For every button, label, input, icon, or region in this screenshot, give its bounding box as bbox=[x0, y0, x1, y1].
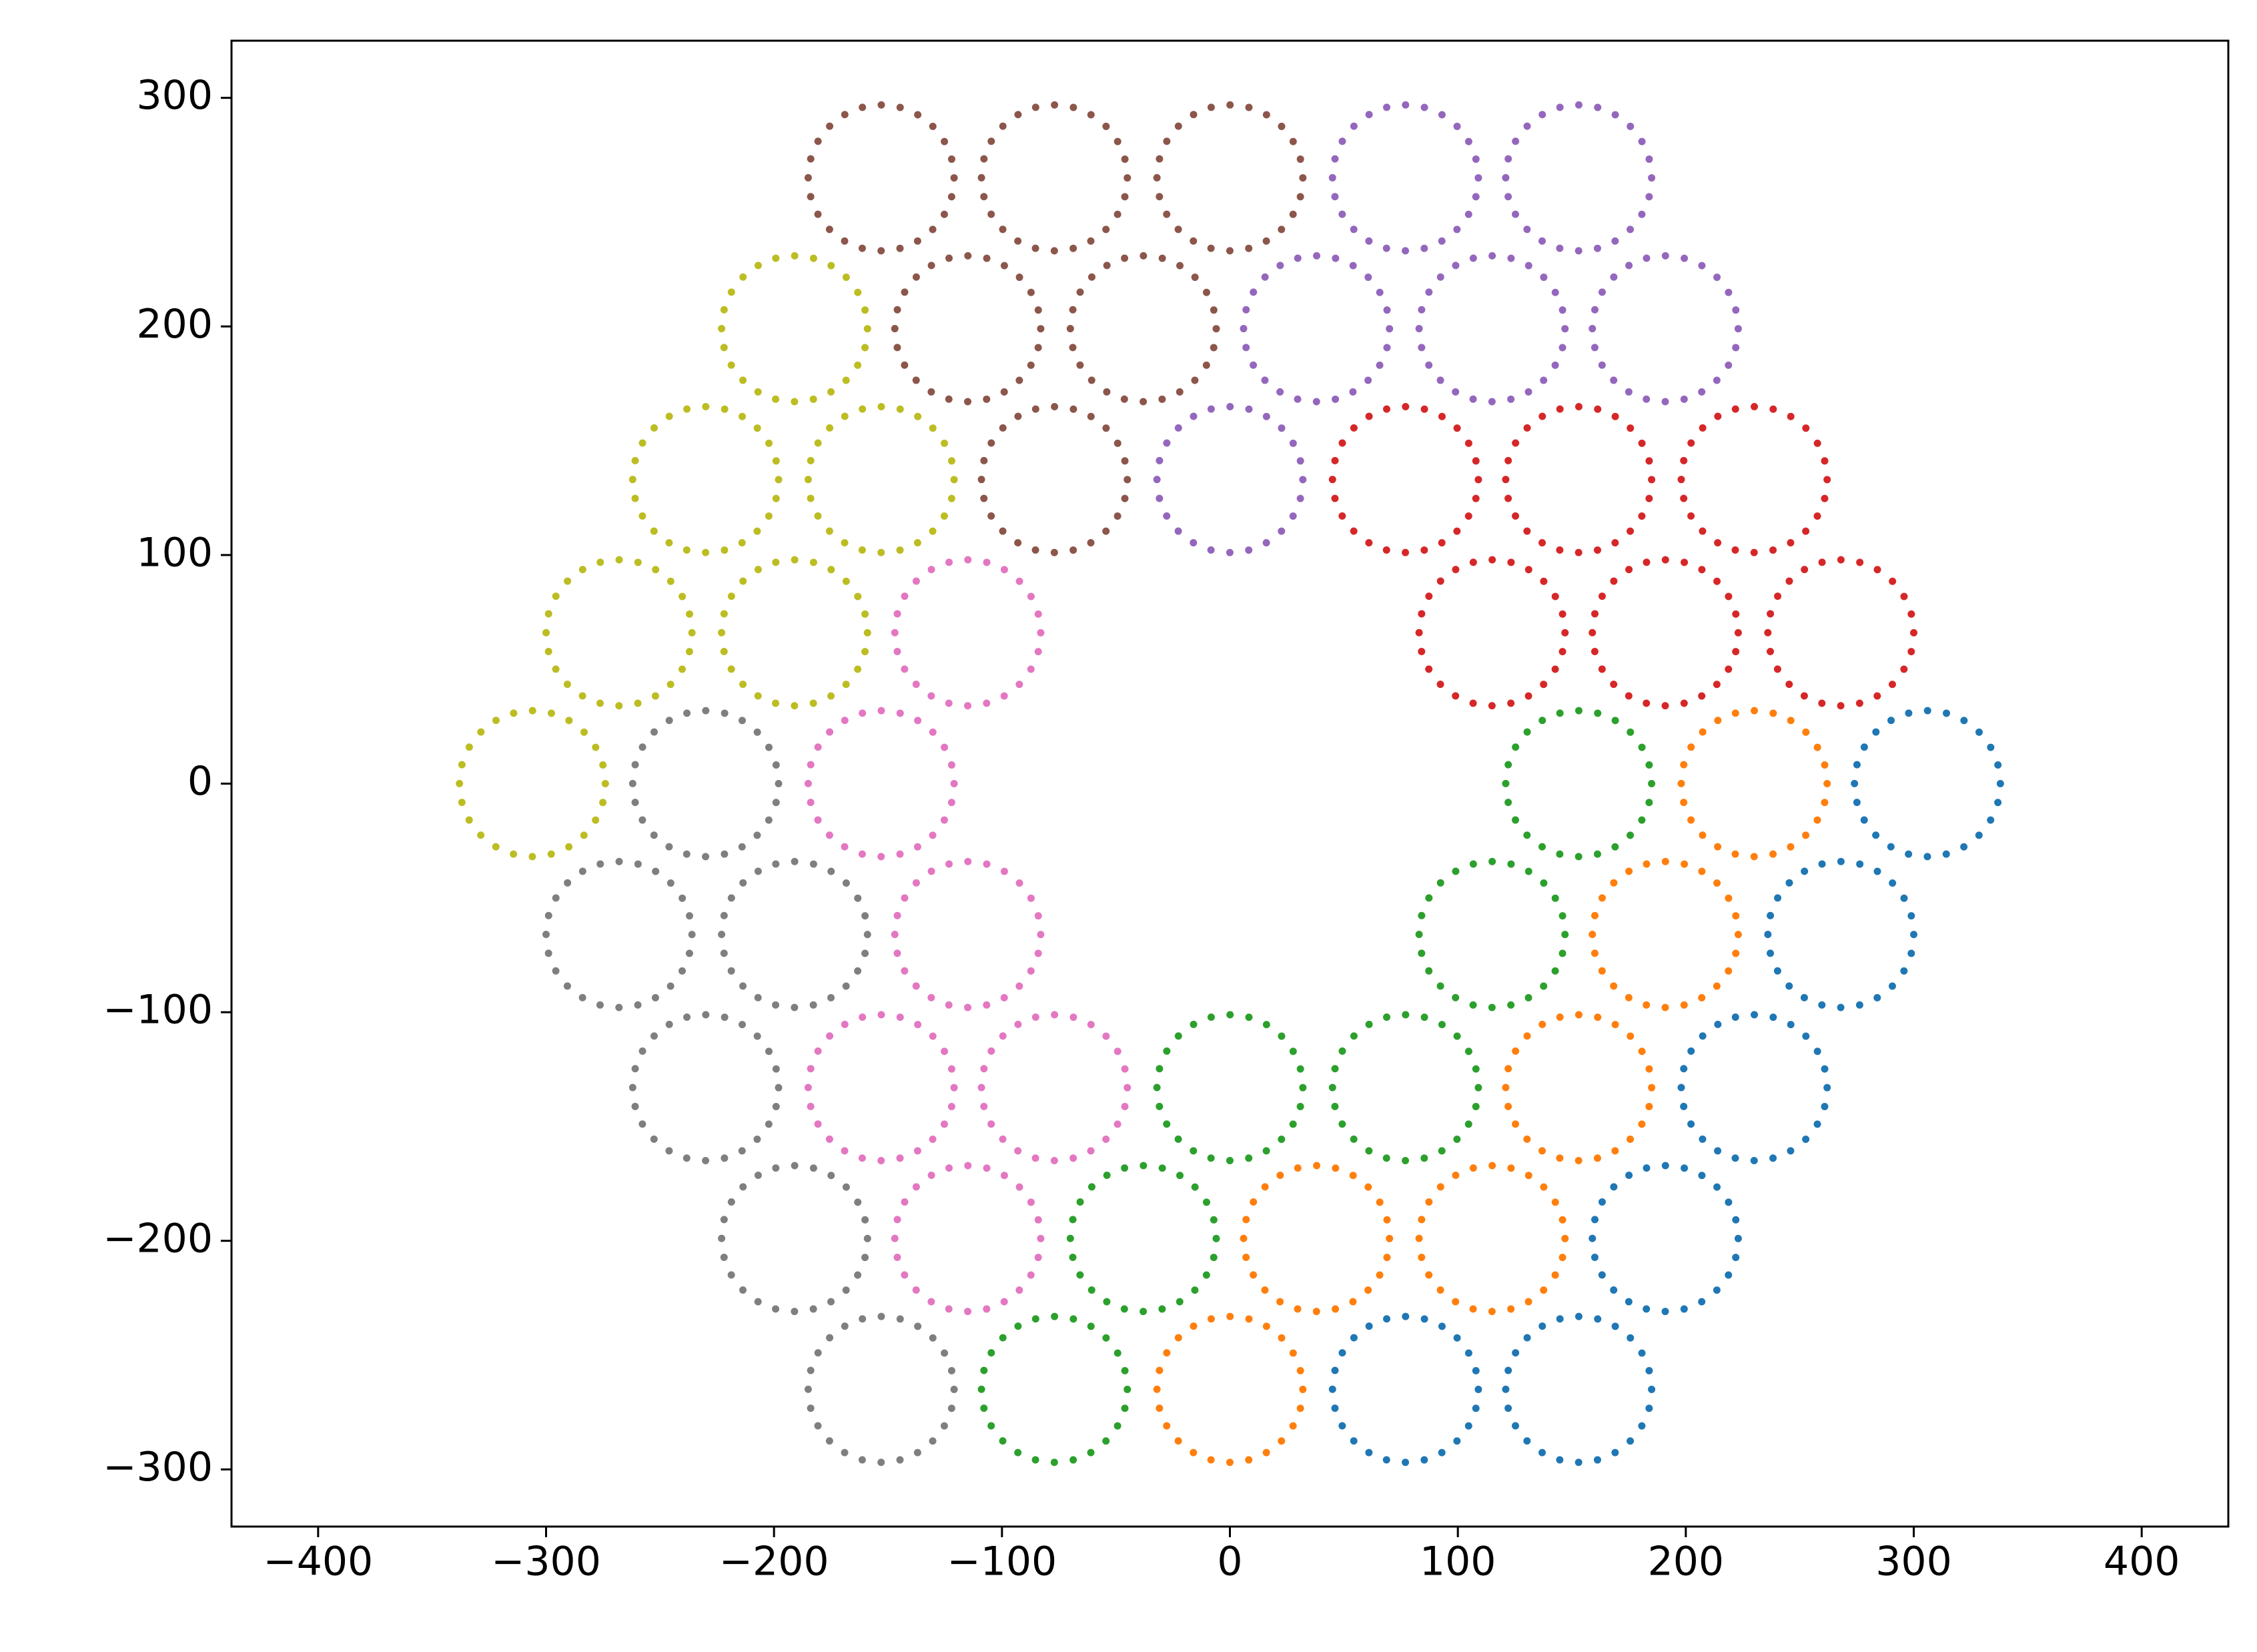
dotted-circle bbox=[1502, 1011, 1656, 1165]
dotted-circle bbox=[1328, 101, 1482, 255]
dotted-circle bbox=[891, 857, 1045, 1011]
dotted-circle bbox=[1502, 707, 1656, 861]
dotted-circle bbox=[1764, 857, 1918, 1011]
dotted-circle bbox=[628, 402, 783, 556]
dotted-circle bbox=[891, 556, 1045, 710]
dotted-circle bbox=[628, 707, 783, 861]
dotted-circle bbox=[1677, 707, 1831, 861]
dotted-circle bbox=[804, 402, 958, 556]
plot-frame bbox=[230, 39, 2230, 1528]
dotted-circle bbox=[891, 1162, 1045, 1316]
dotted-circle bbox=[1066, 252, 1220, 406]
y-tick-label: 200 bbox=[136, 301, 213, 348]
y-tick-label: 100 bbox=[136, 529, 213, 576]
dotted-circle bbox=[1589, 857, 1742, 1011]
dotted-circle bbox=[1677, 1011, 1831, 1165]
dotted-circle bbox=[1589, 252, 1742, 406]
dotted-circle bbox=[1240, 252, 1394, 406]
x-tick-label: 200 bbox=[1648, 1539, 1725, 1585]
dotted-circle bbox=[1415, 857, 1569, 1011]
dotted-circle bbox=[804, 707, 958, 861]
dotted-circle bbox=[1066, 1162, 1220, 1316]
dotted-circle bbox=[804, 1312, 958, 1467]
dotted-circle bbox=[977, 402, 1132, 556]
dotted-circle bbox=[456, 707, 609, 861]
dotted-circle bbox=[1764, 556, 1918, 710]
y-tick-label: 300 bbox=[136, 72, 213, 119]
dotted-circle bbox=[1589, 1162, 1742, 1316]
dotted-circle bbox=[542, 556, 696, 710]
dotted-circle bbox=[977, 1312, 1132, 1467]
x-tick-label: −300 bbox=[491, 1539, 601, 1585]
x-tick-label: −200 bbox=[719, 1539, 829, 1585]
dotted-circle bbox=[1328, 1011, 1482, 1165]
dotted-circle bbox=[1502, 1312, 1656, 1467]
dotted-circle bbox=[718, 857, 871, 1011]
dotted-circle bbox=[1502, 402, 1656, 556]
dotted-circle bbox=[1153, 1011, 1307, 1165]
x-tick-label: 300 bbox=[1875, 1539, 1952, 1585]
x-tick-label: 400 bbox=[2104, 1539, 2180, 1585]
dotted-circle bbox=[1589, 556, 1742, 710]
dotted-circle bbox=[1153, 101, 1307, 255]
dotted-circle bbox=[804, 1011, 958, 1165]
dotted-circle bbox=[718, 1162, 871, 1316]
dotted-circle bbox=[1240, 1162, 1394, 1316]
dotted-circle bbox=[1153, 402, 1307, 556]
x-tick-label: −100 bbox=[947, 1539, 1057, 1585]
dotted-circle bbox=[1677, 402, 1831, 556]
dotted-circle bbox=[718, 252, 871, 406]
dotted-circle bbox=[1153, 1312, 1307, 1467]
x-tick-label: −400 bbox=[263, 1539, 373, 1585]
dotted-circle bbox=[718, 556, 871, 710]
dotted-circle bbox=[542, 857, 696, 1011]
dotted-circle bbox=[804, 101, 958, 255]
y-tick-label: −100 bbox=[103, 987, 213, 1034]
dotted-circle bbox=[977, 1011, 1132, 1165]
dotted-circle bbox=[977, 101, 1132, 255]
y-tick-label: −300 bbox=[103, 1444, 213, 1491]
y-tick-label: −200 bbox=[103, 1215, 213, 1262]
dotted-circle bbox=[1328, 402, 1482, 556]
dotted-circle bbox=[1851, 707, 2004, 861]
dotted-circle bbox=[891, 252, 1045, 406]
dotted-circle bbox=[628, 1011, 783, 1165]
dotted-circle bbox=[1328, 1312, 1482, 1467]
dotted-circle bbox=[1415, 1162, 1569, 1316]
x-tick-label: 100 bbox=[1420, 1539, 1496, 1585]
dotted-circle bbox=[1415, 252, 1569, 406]
x-tick-label: 0 bbox=[1217, 1539, 1242, 1585]
y-tick-label: 0 bbox=[187, 758, 213, 805]
dotted-circle bbox=[1502, 101, 1656, 255]
dotted-circle bbox=[1415, 556, 1569, 710]
